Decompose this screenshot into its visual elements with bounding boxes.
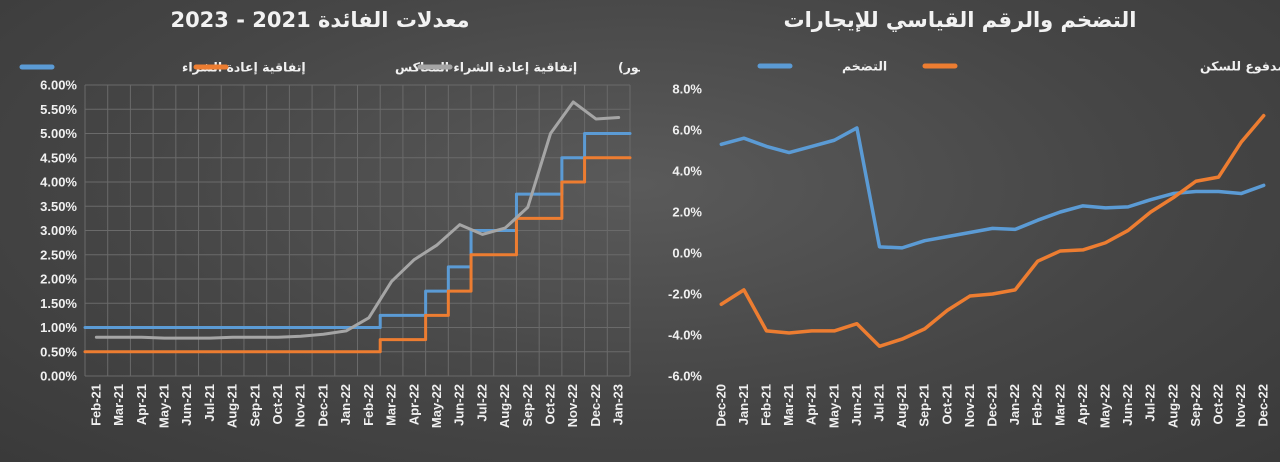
x-tick-label: Jul-22 [474,384,489,422]
y-tick-label: 1.50% [40,296,77,311]
x-tick-label: Jan-22 [338,384,353,425]
x-tick-label: Mar-21 [111,384,126,426]
y-tick-label: -2.0% [668,287,702,302]
y-tick-label: 0.00% [40,369,77,384]
x-tick-label: Nov-22 [1233,384,1248,427]
y-tick-label: 4.50% [40,150,77,165]
x-tick-label: Sep-22 [520,384,535,427]
x-tick-label: Feb-21 [88,384,103,426]
legend-label: إتفاقية إعادة الشراء [182,60,306,75]
y-tick-label: 1.00% [40,320,77,335]
series-line [719,126,1266,250]
x-tick-label: May-21 [826,384,841,428]
x-tick-label: Oct-22 [1211,384,1226,424]
x-tick-label: May-21 [156,384,171,428]
legend-label: الفائدة بين البنوك (3 شهور) [618,60,640,75]
y-tick-label: -4.0% [668,328,702,343]
x-tick-label: Dec-22 [588,384,603,427]
y-tick-label: 0.0% [672,246,702,261]
inflation-rent-chart: -6.0% -4.0% -2.0% 0.0% 2.0% 4.0% 6.0% 8.0% Dec-2… [668,59,1280,429]
x-tick-label: Jan-22 [1007,384,1022,425]
x-tick-label: Mar-21 [781,384,796,426]
x-tick-label: Sep-21 [917,384,932,427]
y-tick-label: 3.50% [40,199,77,214]
x-tick-label: Nov-21 [293,384,308,427]
x-tick-label: Nov-22 [565,384,580,427]
y-tick-label: 0.50% [40,344,77,359]
x-tick-label: Oct-21 [939,384,954,424]
x-tick-label: Jun-21 [849,384,864,426]
chart-title: معدلات الفائدة 2021 - 2023 [170,8,470,32]
interest-rates-panel: معدلات الفائدة 2021 - 2023 0.00% 0.50% 1.0… [19,8,640,428]
y-tick-label: 5.00% [40,126,77,141]
series-line [719,113,1266,349]
legend-label: الرقم القياسي للإيجار المدفوع للسكن [1200,59,1280,74]
series-line [83,156,632,354]
series-line [83,132,632,329]
x-tick-label: Dec-21 [315,384,330,427]
x-tick-label: Jan-23 [611,384,626,425]
x-tick-label: Jan-21 [736,384,751,425]
y-tick-label: 5.50% [40,102,77,117]
series-line [94,100,621,340]
x-tick-label: Feb-22 [1030,384,1045,426]
x-tick-label: Aug-22 [497,384,512,428]
y-tick-label: 4.00% [40,175,77,190]
chart-title: التضخم والرقم القياسي للإيجارات [783,8,1137,32]
x-tick-label: Apr-21 [134,384,149,425]
x-tick-label: Dec-20 [713,384,728,427]
y-tick-label: 3.00% [40,223,77,238]
x-tick-label: Nov-21 [962,384,977,427]
y-tick-label: 6.0% [672,123,702,138]
x-tick-label: Jul-21 [202,384,217,422]
x-tick-label: Mar-22 [1052,384,1067,426]
x-tick-label: Oct-21 [270,384,285,424]
x-tick-label: Apr-22 [406,384,421,425]
y-tick-label: 2.50% [40,247,77,262]
x-tick-label: Aug-21 [225,384,240,428]
y-tick-label: 4.0% [672,164,702,179]
x-tick-label: Mar-22 [384,384,399,426]
y-tick-label: 6.00% [40,78,77,93]
x-tick-label: Sep-22 [1188,384,1203,427]
x-tick-label: Dec-21 [985,384,1000,427]
x-tick-label: Aug-21 [894,384,909,428]
x-tick-label: Sep-21 [247,384,262,427]
legend-label: إتفاقية إعادة الشراء المعاكس [395,60,577,75]
x-tick-label: Jun-22 [452,384,467,426]
x-tick-label: Feb-21 [759,384,774,426]
y-tick-label: -6.0% [668,369,702,384]
y-tick-label: 2.0% [672,205,702,220]
x-tick-label: Apr-21 [804,384,819,425]
interest-rates-chart: 0.00% 0.50% 1.00% 1.50% 2.00% 2.50% 3.00% 3.50%… [19,60,640,428]
x-tick-label: Jul-22 [1143,384,1158,422]
y-tick-label: 2.00% [40,272,77,287]
x-tick-label: Jun-21 [179,384,194,426]
x-tick-label: May-22 [1098,384,1113,428]
x-tick-label: Feb-22 [361,384,376,426]
x-tick-label: Jun-22 [1120,384,1135,426]
legend-label: التضخم [842,59,887,74]
inflation-rent-panel: التضخم والرقم القياسي للإيجارات -6.0% -4.… [640,0,1280,462]
x-tick-label: Aug-22 [1165,384,1180,428]
x-tick-label: Dec-22 [1256,384,1271,427]
x-tick-label: Apr-22 [1075,384,1090,425]
x-tick-label: Jul-21 [872,384,887,422]
y-tick-label: 8.0% [672,82,702,97]
x-tick-label: May-22 [429,384,444,428]
x-tick-label: Oct-22 [543,384,558,424]
